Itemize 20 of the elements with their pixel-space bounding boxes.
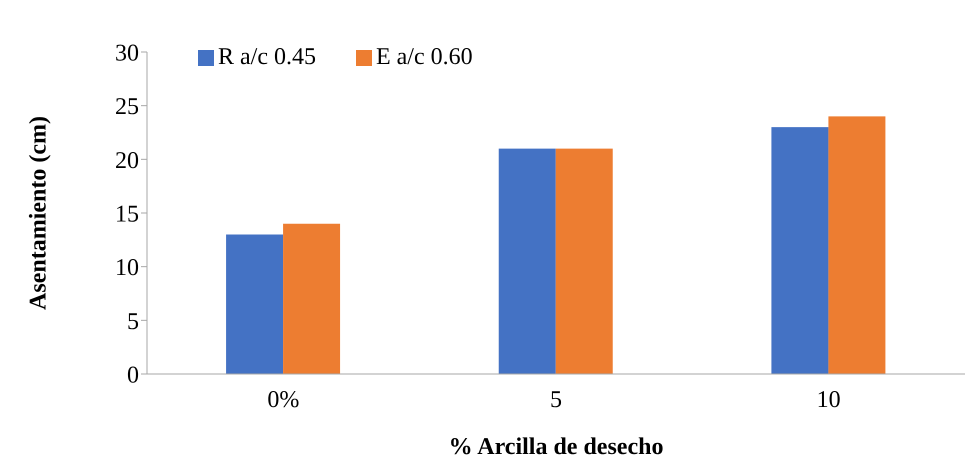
y-axis-title: Asentamiento (cm) <box>26 116 52 310</box>
bar <box>828 116 886 374</box>
legend-label: E a/c 0.60 <box>376 44 473 70</box>
legend-label: R a/c 0.45 <box>218 44 316 70</box>
y-tick-label: 30 <box>115 40 139 67</box>
bar <box>771 127 828 374</box>
y-tick-label: 5 <box>127 308 139 335</box>
y-tick-label: 15 <box>115 202 139 228</box>
y-tick-label: 25 <box>115 94 139 120</box>
y-tick-label: 20 <box>115 148 139 174</box>
bar <box>498 148 556 374</box>
x-axis-title: % Arcilla de desecho <box>448 434 664 460</box>
x-tick-label: 0% <box>267 387 300 414</box>
bar <box>283 224 340 374</box>
bar <box>226 234 284 374</box>
y-tick-label: 10 <box>115 255 139 282</box>
y-tick-label: 0 <box>127 362 139 389</box>
bar <box>556 148 613 374</box>
x-tick-label: 10 <box>816 387 841 414</box>
x-tick-label: 5 <box>550 387 562 414</box>
